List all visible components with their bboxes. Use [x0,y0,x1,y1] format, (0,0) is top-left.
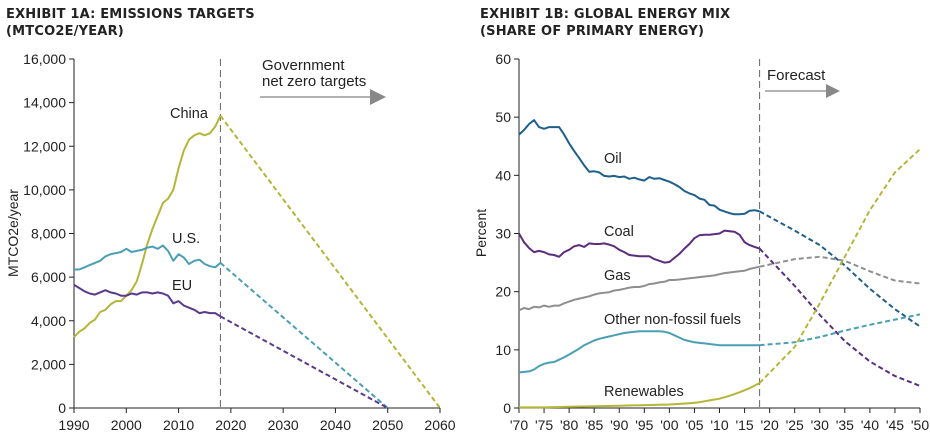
series-u-s-projection [219,262,389,409]
chart-1b-x-tick-label: '05 [685,417,703,433]
chart-1a-y-tick-label: 0 [58,400,66,416]
series-oil-projection [759,210,921,328]
chart-1b-x-tick-label: '40 [861,417,879,433]
series-other-non-fossil-fuels-projection [759,313,921,347]
chart-1b-y-tick-label: 30 [495,226,511,242]
chart-1a-annotation-line1: Government [262,57,345,74]
chart-1a-annotation-arrow-head [370,89,386,105]
series-china-line [73,115,222,338]
chart-1a-annotation-line2: net zero targets [262,73,366,90]
series-china-projection [219,115,441,409]
chart-1a-y-axis-label: MTCO2e/year [5,189,21,277]
chart-1b-x-tick-label: '45 [886,417,904,433]
chart-1b-x-tick-label: '00 [660,417,678,433]
chart-1b-x-tick-label: '10 [710,417,728,433]
series-coal-projection [758,247,921,387]
series-gas-line [518,265,760,312]
chart-1a-y-tick-label: 4,000 [31,313,66,329]
chart-1b-x-tick-label: '95 [635,417,653,433]
chart-1a-y-tick-label: 10,000 [23,182,66,198]
chart-1b-x-tick-label: '50 [911,417,929,433]
chart-1b-x-tick-label: '30 [811,417,829,433]
chart-1b-y-tick-label: 10 [495,342,511,358]
label-renewables: Renewables [604,384,684,400]
chart-1a-title: EXHIBIT 1A: EMISSIONS TARGETS [6,7,255,22]
chart-1b-y-tick-label: 0 [503,400,511,416]
chart-1b-title: EXHIBIT 1B: GLOBAL ENERGY MIX [480,7,730,22]
chart-1b-annotation-arrow-head [826,84,840,98]
chart-1b-x-tick-label: '85 [585,417,603,433]
chart-1b-x-tick-label: '80 [560,417,578,433]
chart-1b-x-tick-label: '15 [735,417,753,433]
chart-1a-plot: 0 2,000 4,000 6,000 8,000 10,000 12,000 14,000 1… [23,51,456,433]
chart-1a-y-tick-label: 8,000 [31,226,66,242]
chart-1b-y-axis-label: Percent [473,209,489,257]
chart-1a-x-tick-label: 2050 [372,417,403,433]
chart-1b-plot: 0 10 20 30 40 50 60 '70 '75 '80 '85 '90 '95 '00 '05 '10… [495,51,929,433]
chart-1a-y-tick-label: 6,000 [31,269,66,285]
chart-1a-x-tick-label: 2020 [215,417,246,433]
chart-1a-x-tick-label: 2060 [424,417,455,433]
chart-1a-subtitle: (MTCO2E/YEAR) [6,24,124,39]
chart-1b-y-tick-label: 50 [495,109,511,125]
chart-1a-y-tick-label: 16,000 [23,51,66,67]
label-china: China [170,106,209,122]
chart-1b-subtitle: (SHARE OF PRIMARY ENERGY) [480,24,704,39]
chart-1b-y-tick-label: 40 [495,167,511,183]
series-eu-line [73,283,221,318]
chart-1b-y-tick-label: 60 [495,51,511,67]
chart-1b-y-tick-label: 20 [495,284,511,300]
series-eu-projection [219,315,389,409]
series-renewables-line [519,382,761,409]
series-coal-line [518,229,760,264]
chart-1a-y-tick-label: 12,000 [23,138,66,154]
series-other-non-fossil-fuels-line [518,330,760,374]
chart-1a-x-tick-label: 2030 [268,417,299,433]
series-renewables-projection [758,148,921,384]
label-oil: Oil [604,151,622,167]
label-us: U.S. [172,231,200,247]
chart-1a-y-tick-label: 2,000 [31,356,66,372]
chart-1b-annotation: Forecast [767,67,826,84]
label-gas: Gas [604,268,631,284]
chart-1b-x-tick-label: '70 [510,417,528,433]
series-u-s-line [74,244,222,271]
chart-1b-x-tick-label: '25 [786,417,804,433]
chart-1b-x-tick-label: '35 [836,417,854,433]
chart-1a-x-tick-label: 2000 [111,417,142,433]
chart-1a-x-tick-label: 1990 [58,417,89,433]
chart-1a-x-tick-label: 2010 [163,417,194,433]
label-eu: EU [172,278,192,294]
series-gas-projection [759,255,921,285]
chart-1a-x-tick-label: 2040 [320,417,351,433]
chart-1a-y-tick-label: 14,000 [23,95,66,111]
chart-1b-x-tick-label: '20 [761,417,779,433]
chart-1b-x-tick-label: '90 [610,417,628,433]
chart-1b-x-tick-label: '75 [535,417,553,433]
label-coal: Coal [604,224,634,240]
series-oil-line [518,119,760,216]
label-other-non-fossil: Other non-fossil fuels [604,312,741,328]
